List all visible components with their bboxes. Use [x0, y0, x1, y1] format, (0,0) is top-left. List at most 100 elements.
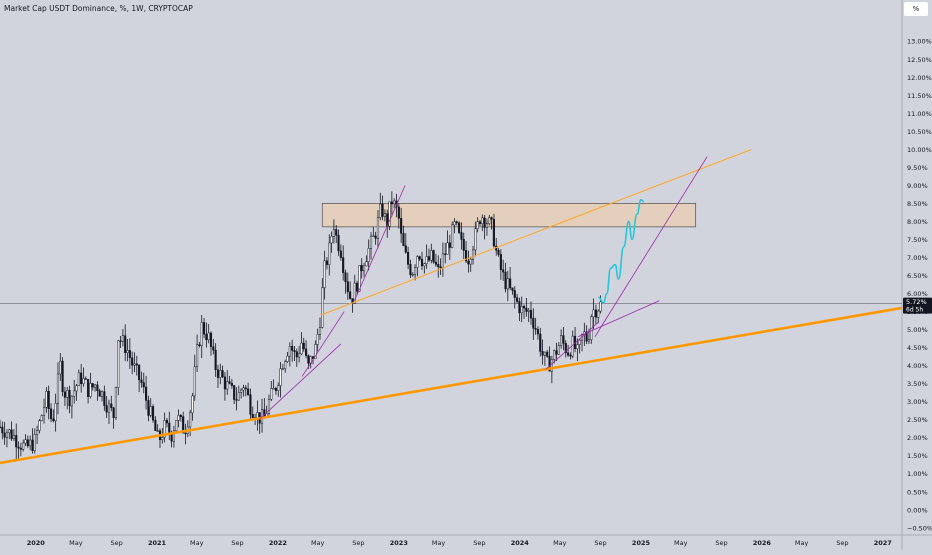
trendline-layer	[0, 148, 903, 465]
candle-body	[140, 379, 143, 383]
candle-body	[198, 344, 201, 347]
percent-scale-button[interactable]: %	[904, 2, 928, 16]
candle-body	[59, 360, 62, 375]
support-line	[577, 300, 660, 338]
candle-body	[12, 435, 15, 440]
candle-body	[587, 339, 591, 342]
candle-body	[54, 403, 57, 422]
candle-body	[247, 388, 250, 396]
current-price-badge[interactable]	[903, 297, 932, 314]
time-tick-label: Sep	[715, 539, 727, 547]
candle-body	[335, 229, 338, 236]
candle-body	[103, 391, 106, 406]
candle-body	[483, 217, 486, 228]
candle-body	[212, 346, 215, 351]
candle-body	[553, 350, 556, 360]
candle-body	[5, 432, 9, 438]
candle-body	[536, 329, 540, 335]
candle-body	[263, 409, 266, 418]
candle-body	[441, 253, 444, 269]
candle-body	[356, 282, 359, 292]
candle-body	[31, 439, 34, 451]
candle-body	[504, 271, 507, 290]
candle-body	[578, 339, 581, 345]
candle-body	[196, 344, 199, 367]
minor-trendline	[320, 148, 752, 316]
candle-body	[221, 370, 224, 378]
candle-body	[349, 291, 352, 299]
candle-body	[490, 217, 493, 220]
candle-body	[15, 435, 18, 448]
candle-body	[400, 218, 403, 234]
candle-body	[402, 233, 405, 246]
candle-body	[413, 267, 417, 275]
candle-body	[38, 420, 41, 431]
candle-body	[193, 366, 196, 397]
candle-body	[205, 333, 208, 341]
candle-body	[434, 261, 437, 265]
candle-body	[467, 260, 470, 265]
resistance-zone	[321, 203, 697, 228]
candle-body	[172, 430, 175, 442]
time-tick-label: May	[69, 539, 83, 547]
candle-body	[344, 272, 347, 282]
candle-body	[42, 407, 46, 416]
candle-body	[323, 260, 326, 289]
candle-body	[288, 346, 291, 357]
candle-body	[226, 381, 229, 390]
price-tick-label: 9.00%	[907, 182, 928, 190]
candle-body	[339, 250, 342, 258]
time-axis[interactable]: 2020 May Sep 2021 May Sep 2022 May Sep 2023 May Sep…	[27, 539, 892, 547]
candle-body	[481, 217, 484, 224]
price-tick-label: 2.00%	[907, 434, 928, 442]
candle-body	[332, 229, 335, 237]
time-tick-label: 2024	[511, 539, 530, 547]
candle-body	[300, 342, 303, 355]
candle-body	[360, 265, 363, 272]
candle-body	[485, 223, 489, 228]
candle-body	[184, 432, 187, 435]
candle-body	[47, 390, 50, 409]
candle-body	[307, 355, 310, 364]
time-tick-label: Sep	[352, 539, 364, 547]
candle-body	[518, 301, 521, 314]
price-tick-label: −0.50%	[907, 524, 932, 532]
price-tick-label: 12.50%	[907, 56, 932, 64]
candle-body	[73, 390, 76, 397]
candle-body	[114, 387, 117, 418]
candle-body	[358, 265, 361, 292]
candle-body	[439, 266, 442, 269]
price-axis[interactable]: 13.00% 12.50% 12.00% 11.50% 11.00% 10.50% 10.0…	[903, 38, 932, 533]
candle-body	[330, 236, 333, 244]
candle-body	[367, 248, 370, 262]
candle-body	[594, 309, 597, 318]
candle-body	[216, 369, 220, 378]
candle-body	[286, 355, 289, 362]
candle-body	[407, 252, 410, 265]
candle-body	[63, 391, 66, 398]
candle-body	[117, 340, 120, 388]
candle-body	[277, 385, 280, 391]
candle-body	[397, 206, 400, 219]
candle-body	[121, 335, 124, 342]
candle-body	[541, 351, 544, 356]
candle-body	[70, 395, 73, 407]
candle-body	[138, 364, 141, 381]
candle-body	[200, 322, 203, 347]
time-tick-label: 2023	[390, 539, 408, 547]
candle-body	[425, 256, 428, 264]
candle-body	[416, 256, 419, 268]
candle-body	[550, 359, 553, 372]
candle-body	[66, 390, 69, 398]
candle-body	[328, 242, 331, 265]
candle-body	[267, 399, 271, 414]
candle-body	[119, 340, 122, 342]
candle-body	[22, 442, 25, 450]
candle-body	[244, 387, 247, 390]
candle-body	[314, 344, 317, 359]
candle-body	[151, 406, 155, 421]
candle-body	[126, 350, 129, 354]
candle-body	[182, 416, 185, 434]
